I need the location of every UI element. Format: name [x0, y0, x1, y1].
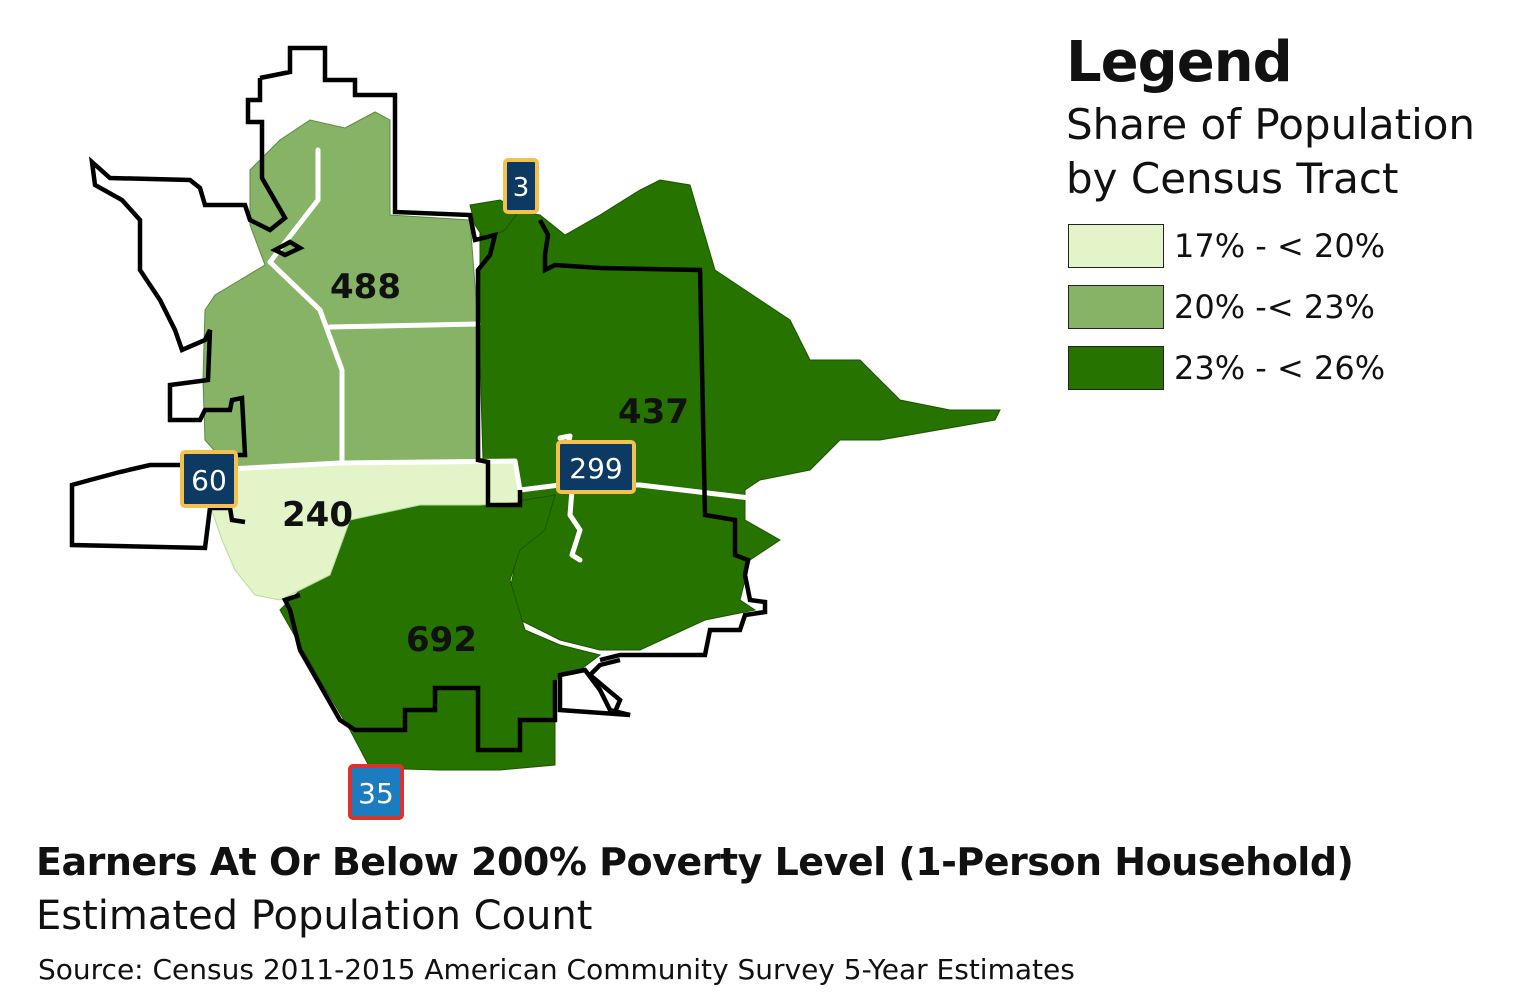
legend-label-high: 23% - < 26% [1174, 349, 1386, 387]
tract-label-west: 240 [282, 495, 353, 535]
route-label-3: 3 [513, 173, 530, 203]
legend-swatch-high [1068, 346, 1164, 390]
legend-swatch-mid [1068, 285, 1164, 329]
route-label-35: 35 [358, 777, 394, 810]
route-label-299: 299 [569, 452, 622, 485]
census-tract-map: 488 437 240 692 3 60 299 35 [69, 45, 1001, 820]
legend-title: Legend [1066, 30, 1293, 95]
tract-label-east: 437 [618, 392, 689, 432]
route-shield-60: 60 [180, 450, 238, 508]
city-boundary [69, 45, 768, 753]
tract-east [474, 179, 1001, 651]
legend-item-low: 17% - < 20% [1068, 223, 1385, 269]
legend-label-mid: 20% -< 23% [1174, 288, 1375, 326]
tract-label-south: 692 [406, 620, 477, 660]
tract-label-north: 488 [330, 267, 401, 307]
legend-swatch-low [1068, 224, 1164, 268]
route-shield-35: 35 [348, 764, 404, 820]
legend-subtitle-line1: Share of Population [1066, 100, 1476, 149]
map-title: Earners At Or Below 200% Poverty Level (… [36, 840, 1354, 884]
legend-subtitle-line2: by Census Tract [1066, 154, 1399, 203]
map-source: Source: Census 2011-2015 American Commun… [38, 953, 1075, 986]
legend-item-high: 23% - < 26% [1068, 345, 1385, 391]
route-label-60: 60 [191, 464, 227, 497]
legend-item-mid: 20% -< 23% [1068, 284, 1375, 330]
route-shield-299: 299 [556, 440, 636, 494]
legend-label-low: 17% - < 20% [1174, 227, 1386, 265]
map-subtitle: Estimated Population Count [36, 893, 593, 939]
route-shield-3: 3 [503, 158, 539, 214]
